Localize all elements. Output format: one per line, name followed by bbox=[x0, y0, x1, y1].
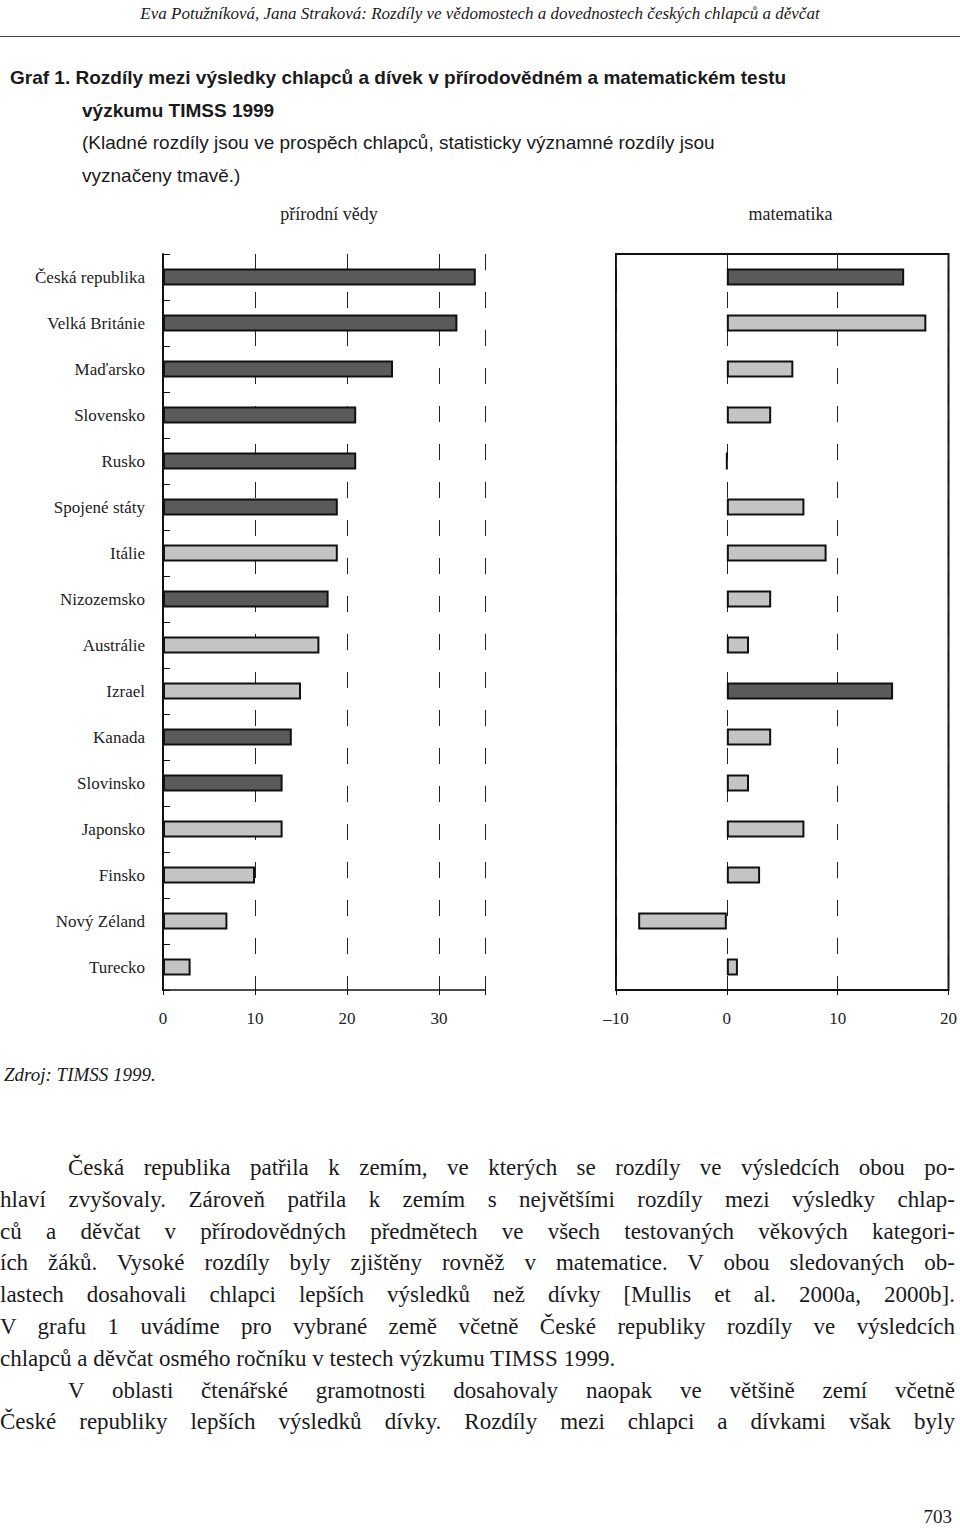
html-text:703: 703 bbox=[923, 1506, 952, 1527]
html-text:ích žáků. Vysoké rozdíly byly: ích žáků. Vysoké rozdíly byly zjištěny r… bbox=[0, 1250, 955, 1276]
svg-text:Rusko: Rusko bbox=[102, 452, 145, 471]
svg-text:Izrael: Izrael bbox=[106, 682, 145, 701]
svg-text:Česká republika: Česká republika bbox=[35, 268, 145, 287]
html-text:hlaví zvyšovaly. Zároveň patři: hlaví zvyšovaly. Zároveň patřila k zemím… bbox=[0, 1186, 955, 1212]
html-text:Eva Potužníková, Jana Straková: Eva Potužníková, Jana Straková: Rozdíly … bbox=[140, 4, 820, 23]
html-text:Česká republika patřila k zemí: Česká republika patřila k zemím, ve kter… bbox=[68, 1155, 955, 1180]
svg-text:–10: –10 bbox=[602, 1009, 629, 1028]
svg-text:Nový Zéland: Nový Zéland bbox=[56, 912, 146, 931]
svg-text:Velká Británie: Velká Británie bbox=[47, 314, 145, 333]
svg-text:Spojené státy: Spojené státy bbox=[54, 498, 146, 517]
svg-text:0: 0 bbox=[723, 1009, 732, 1028]
svg-text:matematika: matematika bbox=[749, 204, 833, 224]
svg-text:Itálie: Itálie bbox=[110, 544, 145, 563]
svg-text:přírodní vědy: přírodní vědy bbox=[280, 204, 377, 224]
svg-text:20: 20 bbox=[339, 1009, 356, 1028]
svg-text:10: 10 bbox=[247, 1009, 264, 1028]
html-text:V oblasti čtenářské gramotnost: V oblasti čtenářské gramotnosti dosahova… bbox=[68, 1377, 955, 1403]
html-text:V grafu 1 uvádíme pro vybrané: V grafu 1 uvádíme pro vybrané země včetn… bbox=[0, 1314, 955, 1339]
svg-text:Japonsko: Japonsko bbox=[82, 820, 145, 839]
svg-text:Nizozemsko: Nizozemsko bbox=[60, 590, 145, 609]
svg-text:10: 10 bbox=[829, 1009, 846, 1028]
svg-text:Slovensko: Slovensko bbox=[74, 406, 145, 425]
svg-text:Austrálie: Austrálie bbox=[83, 636, 145, 655]
html-text:ců a děvčat v přírodovědných p: ců a děvčat v přírodovědných předmětech … bbox=[0, 1218, 955, 1244]
html-text:výzkumu TIMSS 1999: výzkumu TIMSS 1999 bbox=[82, 99, 275, 121]
html-text:lastech dosahovali chlapci lep: lastech dosahovali chlapci lepších výsle… bbox=[0, 1282, 955, 1308]
svg-text:30: 30 bbox=[431, 1009, 448, 1028]
svg-text:Turecko: Turecko bbox=[89, 958, 145, 977]
svg-text:0: 0 bbox=[159, 1009, 168, 1028]
html-text:Graf 1. Rozdíly mezi výsledky: Graf 1. Rozdíly mezi výsledky chlapců a … bbox=[10, 67, 787, 88]
svg-text:Kanada: Kanada bbox=[93, 728, 145, 747]
html-text:vyznačeny tmavě.): vyznačeny tmavě.) bbox=[82, 164, 241, 186]
html-text:chlapců a děvčat osmého ročník: chlapců a děvčat osmého ročníku v testec… bbox=[0, 1345, 616, 1371]
html-text:(Kladné rozdíly jsou ve prospě: (Kladné rozdíly jsou ve prospěch chlapců… bbox=[82, 132, 715, 153]
svg-text:Slovinsko: Slovinsko bbox=[77, 774, 145, 793]
html-text:Zdroj: TIMSS 1999.: Zdroj: TIMSS 1999. bbox=[4, 1064, 156, 1085]
svg-text:20: 20 bbox=[940, 1009, 957, 1028]
svg-text:Finsko: Finsko bbox=[99, 866, 145, 885]
html-text:České republiky lepších výsled: České republiky lepších výsledků dívky. … bbox=[0, 1409, 955, 1435]
svg-text:Maďarsko: Maďarsko bbox=[75, 360, 145, 379]
